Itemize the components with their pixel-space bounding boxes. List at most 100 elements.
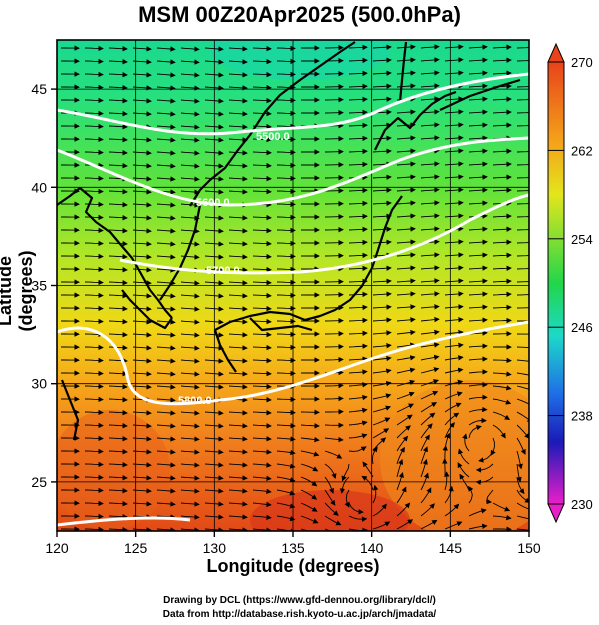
wind-arrow — [516, 359, 529, 362]
wind-arrow — [252, 162, 272, 169]
wind-arrow — [516, 255, 529, 257]
wind-arrow — [84, 409, 104, 416]
wind-arrow — [468, 239, 488, 245]
wind-arrow — [420, 304, 440, 310]
wind-arrow — [468, 278, 488, 284]
wind-arrow — [180, 280, 200, 286]
colorbar-top-triangle — [547, 42, 565, 63]
wind-arrow — [132, 150, 152, 156]
wind-arrow — [204, 163, 224, 169]
wind-arrow — [420, 291, 440, 297]
wind-arrow — [396, 265, 416, 271]
wind-arrow — [372, 380, 392, 387]
wind-arrow — [372, 368, 392, 374]
wind-arrow — [108, 397, 128, 403]
wind-arrow — [228, 358, 248, 364]
wind-arrow — [444, 317, 464, 323]
wind-arrow — [300, 463, 319, 472]
wind-arrow — [420, 354, 440, 361]
wind-arrow — [108, 462, 128, 468]
wind-arrow — [156, 46, 176, 52]
wind-arrow — [372, 330, 392, 336]
wind-arrow — [516, 346, 529, 349]
wind-arrow — [132, 293, 152, 299]
wind-arrow — [372, 174, 392, 180]
wind-arrow — [516, 203, 529, 205]
wind-arrow — [444, 122, 464, 128]
wind-arrow — [396, 304, 416, 310]
wind-arrow — [228, 241, 248, 247]
wind-arrow — [108, 241, 128, 247]
wind-arrow — [84, 240, 104, 247]
wind-arrow — [156, 371, 176, 377]
wind-arrow — [228, 462, 248, 468]
wind-arrow — [324, 450, 343, 459]
x-tick-label: 140 — [360, 540, 384, 556]
wind-arrow — [84, 45, 104, 52]
wind-arrow — [420, 252, 440, 258]
wind-arrow — [108, 280, 128, 286]
wind-arrow — [180, 85, 200, 91]
wind-arrow — [204, 449, 224, 455]
wind-arrow — [276, 489, 296, 496]
wind-arrow — [420, 412, 436, 426]
wind-arrow — [492, 122, 512, 128]
wind-arrow — [132, 345, 152, 351]
wind-arrow — [84, 448, 104, 455]
wind-arrow — [516, 229, 529, 231]
wind-arrow — [228, 293, 248, 299]
wind-arrow — [462, 433, 470, 452]
wind-arrow — [228, 137, 248, 143]
wind-arrow — [396, 135, 416, 141]
wind-arrow — [156, 98, 176, 104]
wind-arrow — [228, 514, 248, 520]
wind-arrow — [372, 484, 379, 504]
wind-arrow — [252, 305, 272, 312]
wind-arrow — [516, 437, 526, 455]
wind-arrow — [228, 306, 248, 312]
wind-arrow — [300, 450, 320, 457]
wind-arrow — [108, 319, 128, 325]
wind-arrow — [457, 462, 470, 478]
wind-arrow — [132, 319, 152, 325]
wind-arrow — [156, 345, 176, 351]
wind-arrow — [516, 515, 529, 520]
wind-arrow — [84, 201, 104, 208]
wind-arrow — [396, 161, 416, 167]
wind-arrow — [108, 371, 128, 377]
wind-arrow — [252, 423, 272, 429]
wind-arrow — [180, 46, 200, 52]
wind-arrow — [108, 345, 128, 351]
wind-arrow — [516, 502, 529, 512]
wind-arrow — [156, 436, 176, 442]
wind-arrow — [252, 397, 272, 403]
wind-arrow — [396, 446, 405, 465]
wind-arrow — [84, 318, 104, 325]
wind-arrow — [204, 371, 224, 377]
wind-arrow — [516, 151, 529, 153]
wind-arrow — [396, 226, 416, 232]
wind-arrow — [396, 472, 404, 491]
wind-arrow — [276, 423, 296, 429]
wind-arrow — [468, 406, 488, 413]
wind-arrow — [180, 501, 200, 507]
wind-arrow — [180, 345, 200, 351]
wind-arrow — [132, 59, 152, 65]
wind-arrow — [324, 382, 344, 389]
wind-arrow — [204, 319, 224, 325]
wind-arrow — [252, 110, 272, 117]
wind-arrow — [516, 164, 529, 166]
wind-arrow — [300, 436, 320, 443]
wind-arrow — [468, 83, 488, 89]
wind-arrow — [228, 215, 248, 221]
wind-arrow — [252, 344, 272, 351]
wind-arrow — [156, 72, 176, 78]
wind-arrow — [348, 291, 368, 298]
wind-arrow — [228, 423, 248, 429]
wind-arrow — [468, 148, 488, 154]
wind-arrow — [300, 502, 318, 512]
wind-arrow — [396, 252, 416, 258]
wind-arrow — [372, 521, 391, 530]
wind-arrow — [371, 446, 378, 465]
wind-arrow — [492, 148, 512, 154]
